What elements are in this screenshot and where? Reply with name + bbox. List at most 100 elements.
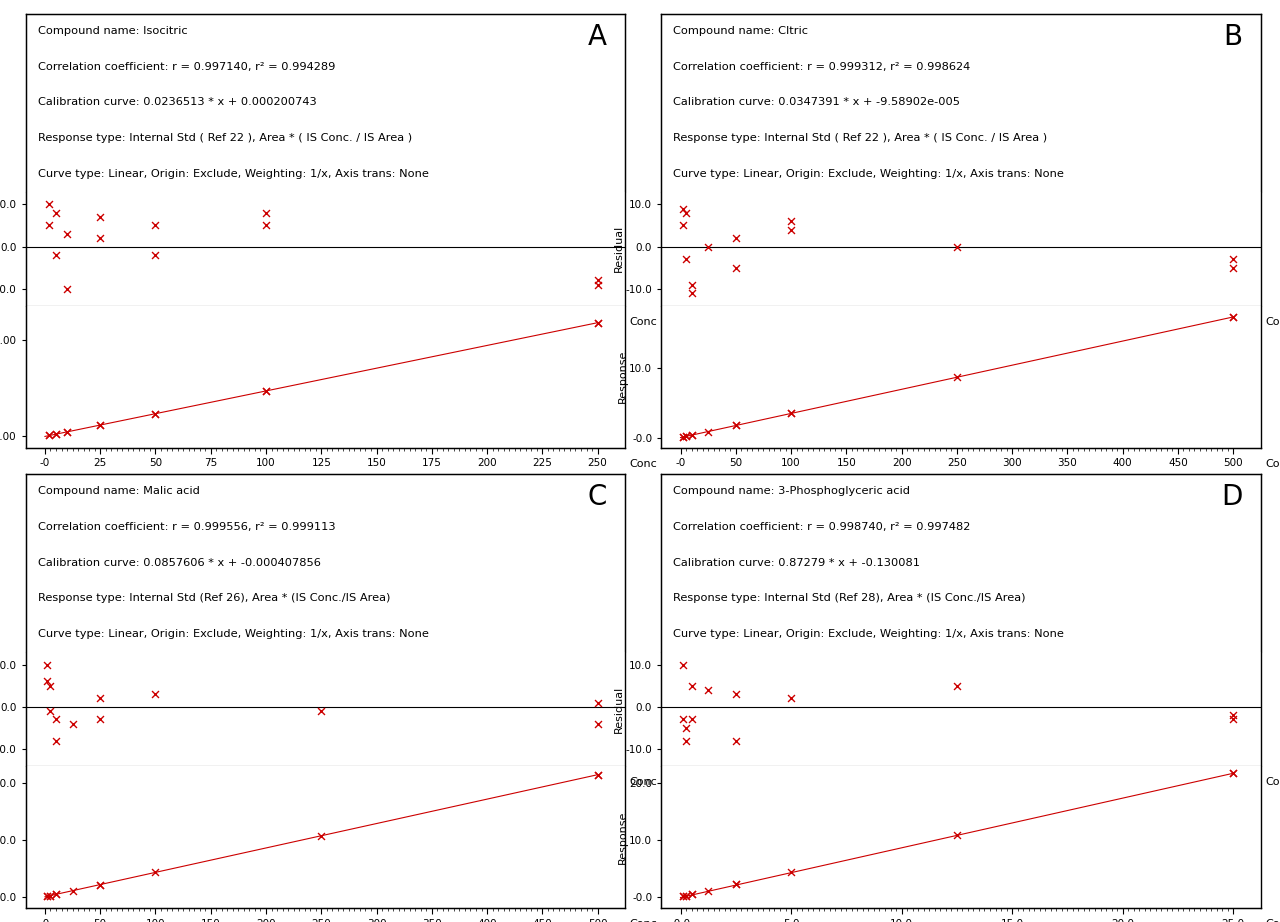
Point [1222,712,1243,727]
Text: Curve type: Linear, Origin: Exclude, Weighting: 1/x, Axis trans: None: Curve type: Linear, Origin: Exclude, Wei… [37,169,429,179]
Point [676,733,696,748]
Point [145,687,165,702]
Point [40,428,60,443]
Text: Curve type: Linear, Origin: Exclude, Weighting: 1/x, Axis trans: None: Curve type: Linear, Origin: Exclude, Wei… [673,629,1064,639]
Point [1222,252,1243,266]
Point [90,209,110,224]
Text: Conc: Conc [630,919,657,922]
Point [46,427,67,442]
Text: Correlation coefficient: r = 0.999556, r² = 0.999113: Correlation coefficient: r = 0.999556, r… [37,522,335,532]
Point [40,197,60,212]
Point [676,429,696,443]
Point [40,888,60,903]
Text: Conc: Conc [630,459,657,469]
Point [698,424,718,439]
Point [37,674,58,689]
Point [947,239,968,254]
Point [672,712,692,727]
Text: A: A [589,23,607,51]
Point [1222,310,1243,325]
Point [588,278,608,292]
Text: Conc: Conc [1265,919,1280,922]
Text: Response type: Internal Std ( Ref 22 ), Area * ( IS Conc. / IS Area ): Response type: Internal Std ( Ref 22 ), … [37,133,412,143]
Text: Conc: Conc [630,317,657,326]
Point [145,219,165,233]
Point [256,219,276,233]
Point [681,428,701,443]
Point [145,248,165,263]
Point [311,703,332,718]
Point [672,201,692,216]
Point [46,733,67,748]
Point [90,418,110,432]
Point [781,222,801,237]
Text: Correlation coefficient: r = 0.997140, r² = 0.994289: Correlation coefficient: r = 0.997140, r… [37,62,335,72]
Point [726,418,746,432]
Point [588,315,608,330]
Text: Curve type: Linear, Origin: Exclude, Weighting: 1/x, Axis trans: None: Curve type: Linear, Origin: Exclude, Wei… [673,169,1064,179]
Point [40,888,60,903]
Point [46,427,67,442]
Point [90,877,110,892]
Point [672,657,692,672]
Point [781,406,801,420]
Text: Conc: Conc [1265,317,1280,326]
Point [676,252,696,266]
Point [63,716,83,731]
Point [37,889,58,904]
Point [681,278,701,292]
Y-axis label: Response: Response [618,350,627,404]
Point [672,889,692,904]
Point [676,888,696,903]
Point [90,230,110,245]
Text: C: C [588,483,607,511]
Y-axis label: Residual: Residual [614,685,625,732]
Point [90,691,110,705]
Point [56,424,77,439]
Point [672,889,692,904]
Text: Response type: Internal Std (Ref 28), Area * (IS Conc./IS Area): Response type: Internal Std (Ref 28), Ar… [673,593,1025,603]
Point [672,430,692,444]
Point [46,248,67,263]
Text: Correlation coefficient: r = 0.998740, r² = 0.997482: Correlation coefficient: r = 0.998740, r… [673,522,970,532]
Text: Compound name: Cltric: Compound name: Cltric [673,27,808,36]
Point [1222,310,1243,325]
Point [90,877,110,892]
Point [1222,765,1243,780]
Point [681,887,701,902]
Text: D: D [1221,483,1243,511]
Point [1222,260,1243,275]
Point [698,883,718,898]
Point [56,281,77,296]
Point [588,716,608,731]
Point [698,239,718,254]
Y-axis label: Response: Response [618,810,627,864]
Text: Response type: Internal Std (Ref 26), Area * (IS Conc./IS Area): Response type: Internal Std (Ref 26), Ar… [37,593,390,603]
Point [726,687,746,702]
Point [588,695,608,710]
Point [46,887,67,902]
Point [681,286,701,301]
Point [40,703,60,718]
Point [676,206,696,220]
Point [145,865,165,880]
Text: Compound name: Isocitric: Compound name: Isocitric [37,27,187,36]
Point [726,877,746,892]
Point [781,865,801,880]
Point [726,733,746,748]
Point [681,712,701,727]
Point [40,219,60,233]
Point [46,712,67,727]
Point [726,877,746,892]
Text: Calibration curve: 0.0236513 * x + 0.000200743: Calibration curve: 0.0236513 * x + 0.000… [37,98,316,108]
Point [46,887,67,902]
Text: Curve type: Linear, Origin: Exclude, Weighting: 1/x, Axis trans: None: Curve type: Linear, Origin: Exclude, Wei… [37,629,429,639]
Text: Response type: Internal Std ( Ref 22 ), Area * ( IS Conc. / IS Area ): Response type: Internal Std ( Ref 22 ), … [673,133,1047,143]
Point [63,883,83,898]
Y-axis label: Residual: Residual [614,225,625,272]
Text: Compound name: 3-Phosphoglyceric acid: Compound name: 3-Phosphoglyceric acid [673,487,910,496]
Point [145,407,165,421]
Text: Calibration curve: 0.0347391 * x + -9.58902e-005: Calibration curve: 0.0347391 * x + -9.58… [673,98,960,108]
Point [947,827,968,842]
Point [46,206,67,220]
